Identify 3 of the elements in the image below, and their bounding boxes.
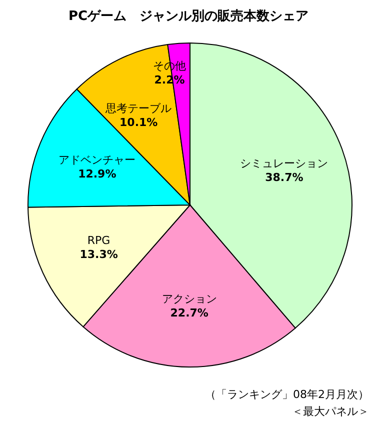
title: PCゲーム ジャンル別の販売本数シェア: [68, 9, 309, 24]
annotation: ＜最大パネル＞: [292, 405, 369, 418]
annotation: （「ランキング」08年2月月次）: [205, 388, 369, 401]
